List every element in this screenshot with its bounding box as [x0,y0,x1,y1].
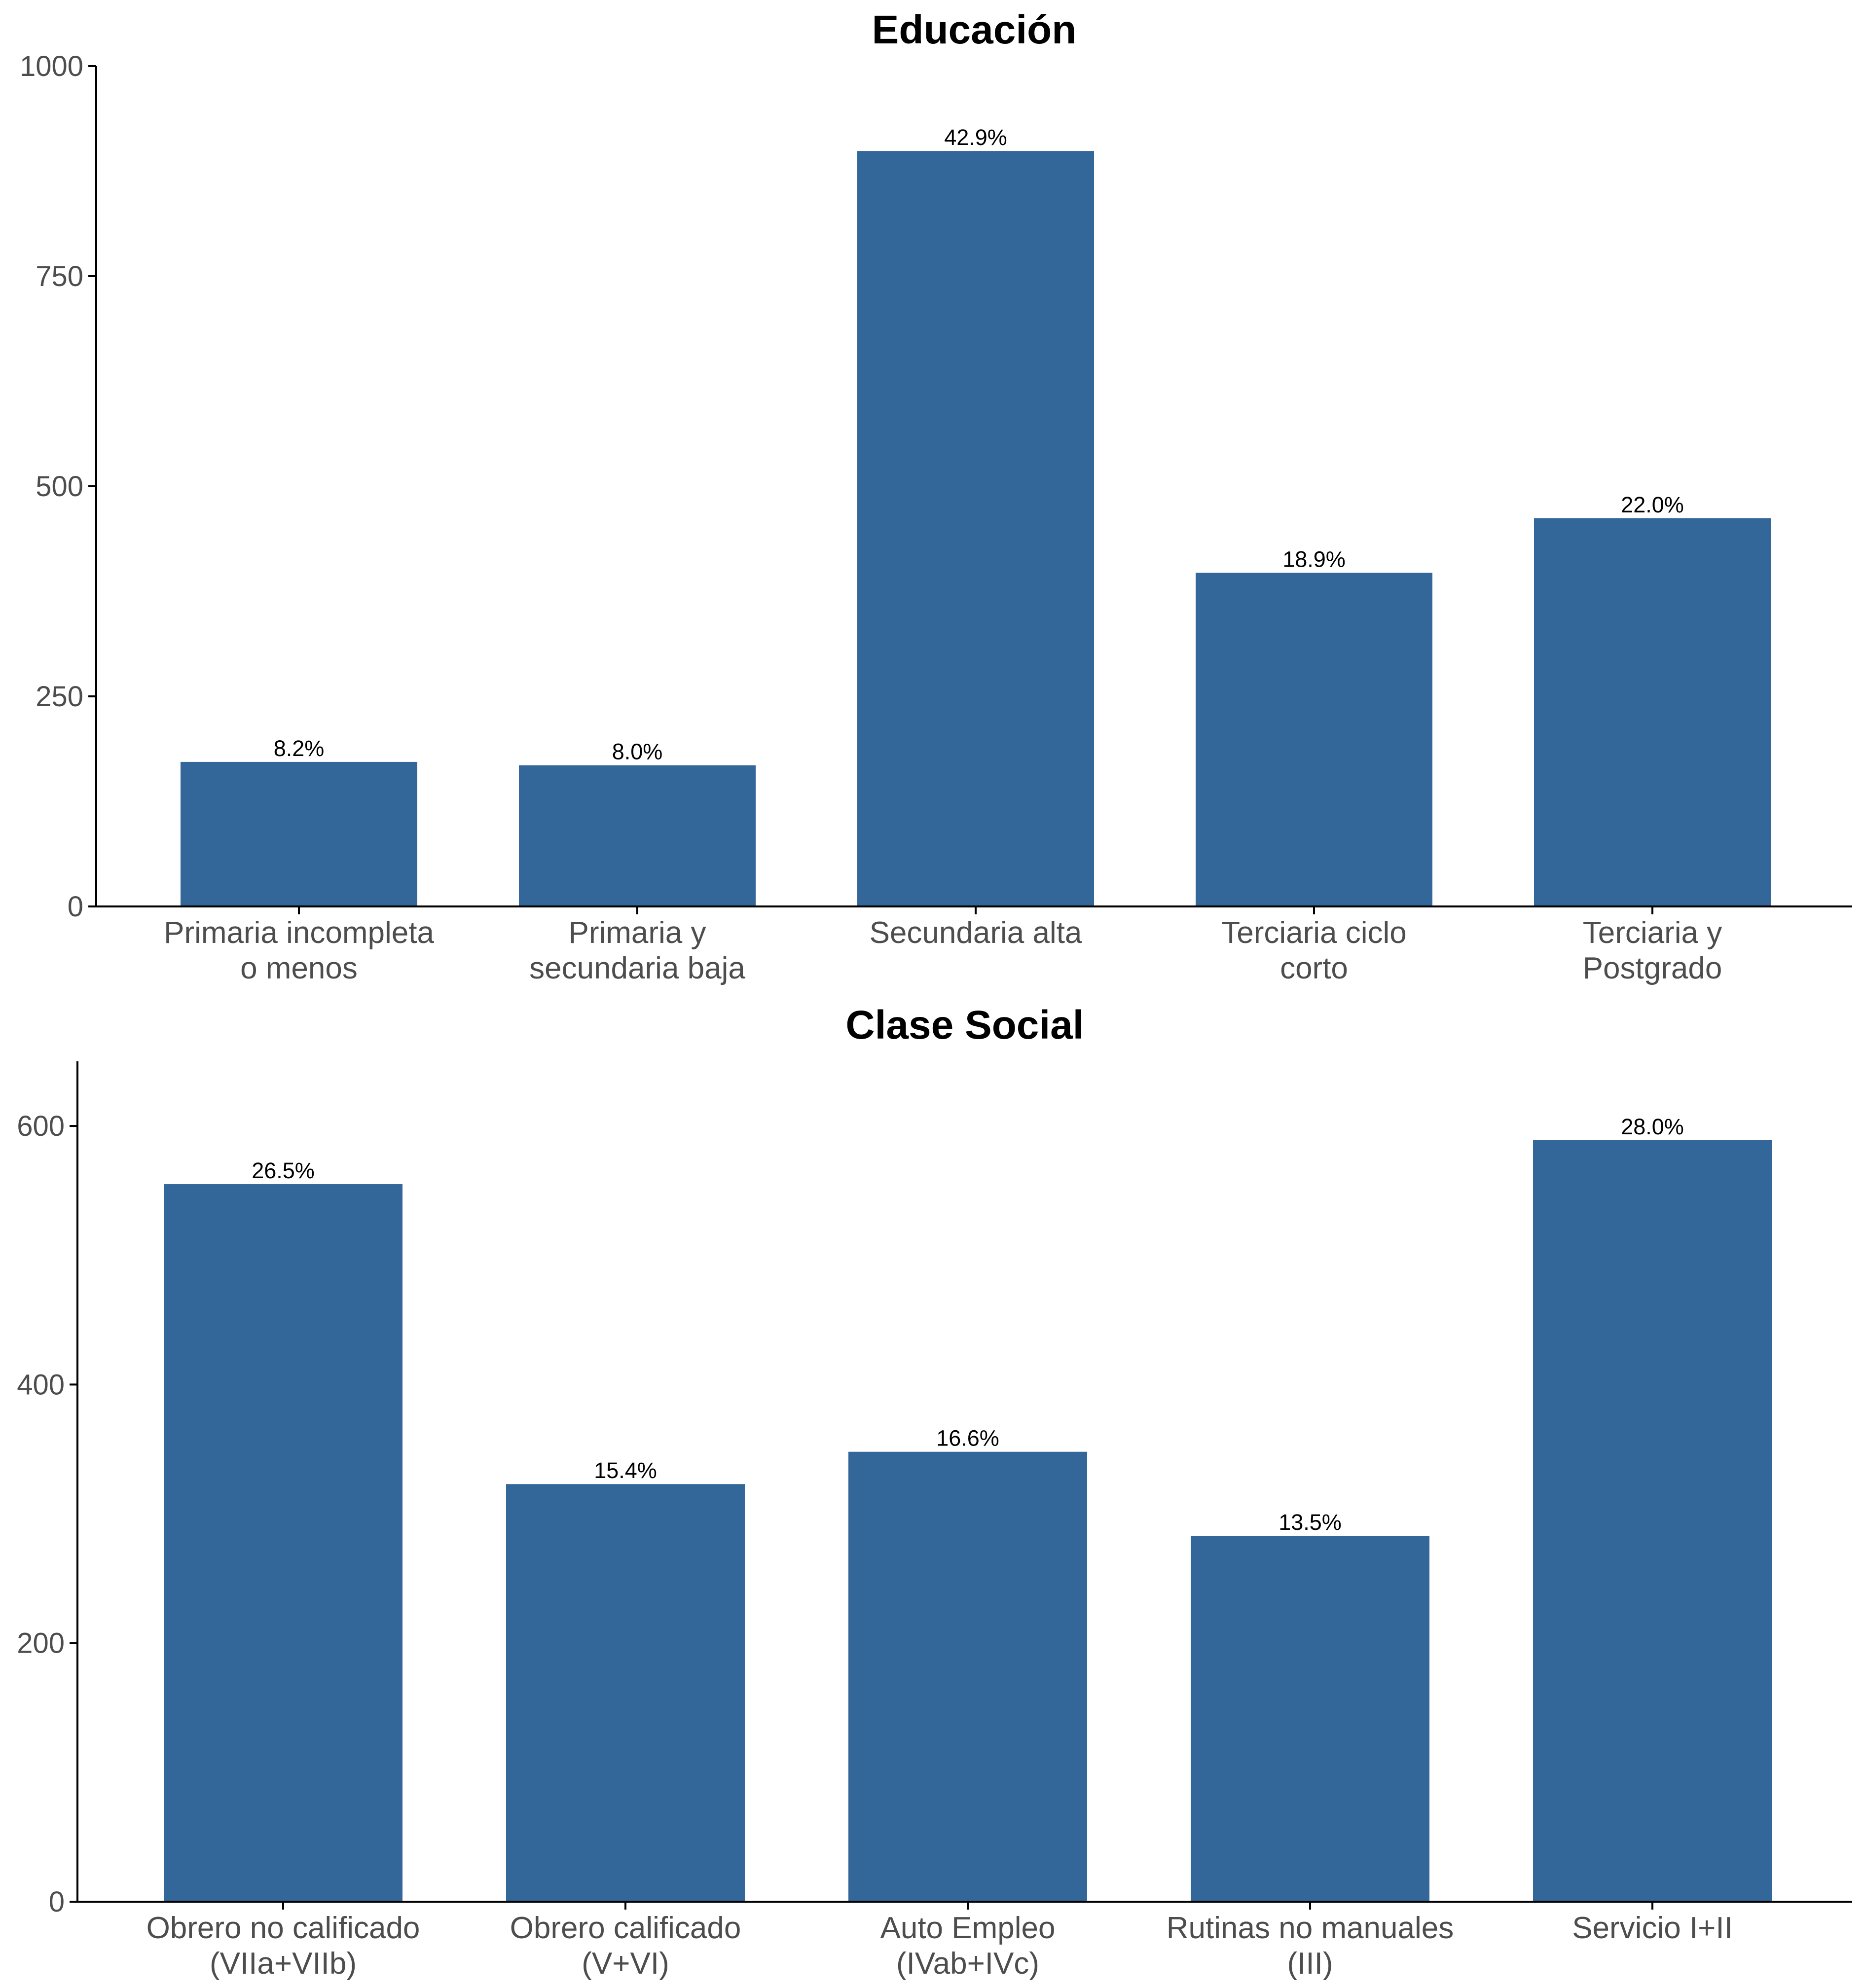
data-label-4: 18.9% [1282,547,1346,572]
data-label-2: 15.4% [594,1458,657,1483]
x-tick-label-3: Auto Empleo (IVab+IVc) [880,1911,1056,1981]
y-tick-label-2: 250 [36,681,83,713]
y-tick-label-2: 200 [17,1627,65,1660]
bar-3 [857,151,1094,906]
x-tick-label-1: Primaria incompleta o menos [164,916,434,985]
x-tick-label-4: Rutinas no manuales (III) [1167,1911,1454,1981]
chart-panel-2: Clase Social 26.5% 15.4% 16.6% 13.5% 28.0% 0 20… [17,1003,1852,1981]
y-tick-label-5: 1000 [20,50,83,82]
y-tick-label-3: 500 [36,470,83,503]
bar-5 [1534,518,1771,906]
bar-3 [848,1451,1087,1902]
chart-panel-1: Educación 8.2% 8.0% 42.9% 18.9% 22.0% 0 250 500 7… [20,7,1852,985]
data-label-5: 28.0% [1621,1114,1684,1139]
data-label-1: 26.5% [252,1158,315,1183]
data-label-5: 22.0% [1621,492,1684,517]
x-tick-label-4: Terciaria ciclo corto [1221,916,1407,985]
data-label-3: 42.9% [944,125,1007,150]
x-tick-label-5: Servicio I+II [1572,1911,1733,1945]
bar-4 [1196,573,1432,906]
bar-1 [164,1184,402,1902]
data-label-2: 8.0% [612,739,663,764]
x-tick-label-2: Primaria y secundaria baja [529,916,745,985]
bar-4 [1191,1536,1429,1902]
data-label-1: 8.2% [274,736,325,761]
x-tick-label-2: Obrero calificado (V+VI) [510,1911,741,1981]
bar-2 [506,1484,745,1902]
y-tick-label-4: 750 [36,260,83,292]
y-tick-label-1: 0 [49,1886,65,1918]
x-tick-label-1: Obrero no calificado (VIIa+VIIb) [146,1911,420,1981]
y-tick-label-1: 0 [68,891,83,923]
x-tick-label-3: Secundaria alta [870,916,1082,950]
chart-title: Clase Social [845,1003,1084,1048]
chart-title: Educación [872,7,1077,52]
bar-1 [181,761,417,906]
data-label-4: 13.5% [1279,1510,1342,1535]
bar-2 [519,765,756,906]
bar-5 [1533,1140,1772,1902]
x-tick-label-5: Terciaria y Postgrado [1583,916,1722,985]
data-label-3: 16.6% [936,1426,999,1451]
y-tick-label-3: 400 [17,1369,65,1401]
y-tick-label-4: 600 [17,1110,65,1142]
